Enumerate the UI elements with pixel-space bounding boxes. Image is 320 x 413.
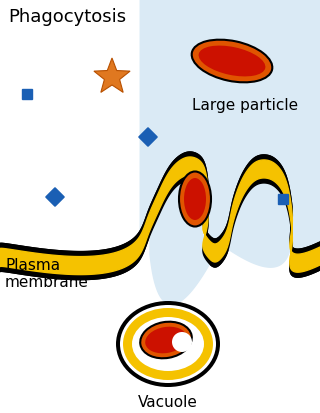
Bar <box>139 128 157 147</box>
Ellipse shape <box>179 172 211 227</box>
Ellipse shape <box>140 322 192 358</box>
Ellipse shape <box>172 332 192 352</box>
Text: Vacuole: Vacuole <box>138 394 198 409</box>
Bar <box>22 90 32 100</box>
Text: Large particle: Large particle <box>192 98 298 113</box>
Text: Plasma
membrane: Plasma membrane <box>5 257 89 290</box>
Polygon shape <box>0 153 320 280</box>
Polygon shape <box>0 153 320 280</box>
Ellipse shape <box>120 305 216 383</box>
Bar <box>46 188 64 206</box>
Ellipse shape <box>116 301 220 387</box>
Ellipse shape <box>123 308 213 380</box>
Ellipse shape <box>132 317 204 371</box>
Ellipse shape <box>192 40 272 83</box>
Polygon shape <box>94 59 130 93</box>
Ellipse shape <box>199 47 265 77</box>
Text: Phagocytosis: Phagocytosis <box>8 8 126 26</box>
Polygon shape <box>0 158 320 275</box>
Ellipse shape <box>184 178 206 221</box>
Polygon shape <box>140 0 320 249</box>
Polygon shape <box>150 161 228 305</box>
Bar <box>278 195 288 204</box>
Polygon shape <box>0 158 320 275</box>
Ellipse shape <box>145 327 187 354</box>
Polygon shape <box>228 163 292 268</box>
